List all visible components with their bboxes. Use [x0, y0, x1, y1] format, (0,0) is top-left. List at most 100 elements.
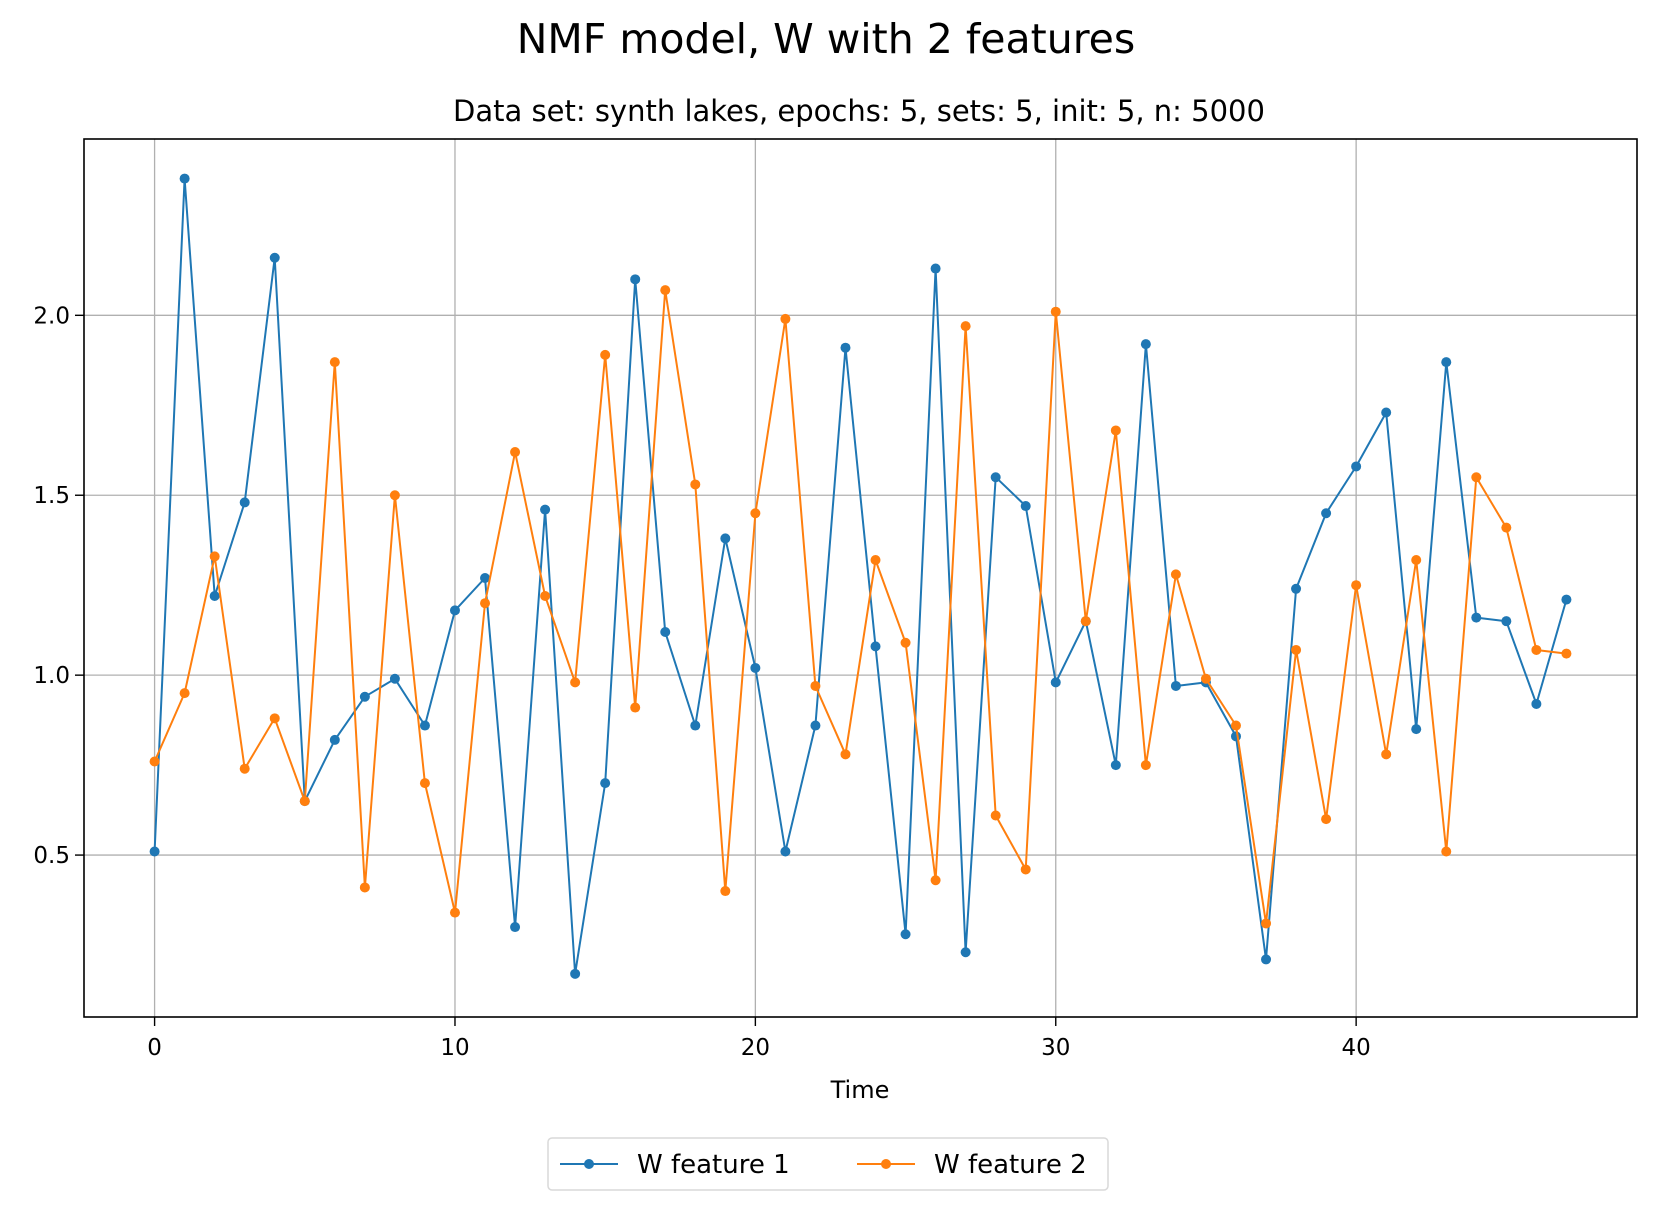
data-point: [960, 947, 971, 958]
series-layer: [149, 173, 1572, 979]
data-point: [690, 720, 701, 731]
data-point: [1471, 612, 1482, 623]
data-point: [510, 922, 521, 933]
data-point: [840, 749, 851, 760]
data-point: [449, 605, 460, 616]
data-point: [1381, 749, 1392, 760]
chart-title: NMF model, W with 2 features: [517, 15, 1135, 63]
series-w-feature-1: [149, 173, 1572, 979]
data-point: [1140, 760, 1151, 771]
data-point: [209, 590, 220, 601]
data-point: [1501, 616, 1512, 627]
data-point: [570, 968, 581, 979]
legend-label-feature-2: W feature 2: [934, 1150, 1087, 1180]
data-point: [870, 555, 881, 566]
data-point: [570, 677, 581, 688]
data-point: [480, 573, 491, 583]
data-point: [930, 263, 941, 274]
data-point: [1441, 846, 1452, 857]
data-point: [930, 875, 941, 886]
data-point: [1261, 918, 1272, 929]
data-point: [209, 551, 220, 562]
data-point: [510, 447, 521, 458]
data-point: [389, 673, 400, 684]
data-point: [1471, 472, 1482, 483]
x-axis-label: Time: [830, 1076, 890, 1104]
data-point: [1381, 407, 1392, 418]
series-w-feature-2: [149, 285, 1572, 929]
y-tick-label: 1.0: [33, 663, 70, 689]
legend-box: [547, 1137, 1109, 1191]
legend: W feature 1 W feature 2: [547, 1137, 1109, 1191]
data-point: [1230, 720, 1241, 731]
data-point: [1080, 616, 1091, 627]
y-tick-label: 2.0: [33, 303, 70, 329]
x-tick-label: 40: [1341, 1035, 1370, 1061]
data-point: [1110, 425, 1121, 436]
data-point: [690, 479, 701, 490]
data-point: [239, 497, 250, 508]
data-point: [870, 641, 881, 652]
data-point: [840, 342, 851, 353]
legend-label-feature-1: W feature 1: [637, 1150, 790, 1180]
x-tick-label: 30: [1041, 1035, 1070, 1061]
axis-ticks: 0 10 20 30 40 0.5 1.0 1.5 2.0: [33, 303, 1370, 1061]
data-point: [660, 626, 671, 637]
data-point: [329, 357, 340, 368]
chart-subtitle: Data set: synth lakes, epochs: 5, sets: …: [453, 94, 1265, 128]
data-point: [1411, 555, 1422, 566]
data-point: [1561, 594, 1572, 605]
data-point: [299, 796, 310, 807]
x-tick-label: 10: [440, 1035, 469, 1061]
data-point: [1170, 569, 1181, 580]
legend-marker-feature-2: [881, 1159, 891, 1169]
data-point: [900, 929, 911, 940]
data-point: [389, 490, 400, 501]
data-point: [900, 637, 911, 648]
data-point: [1441, 357, 1452, 368]
data-point: [449, 907, 460, 918]
data-point: [329, 734, 340, 745]
data-point: [1321, 814, 1332, 825]
data-point: [1561, 648, 1572, 659]
data-point: [660, 285, 671, 296]
data-point: [269, 713, 280, 724]
data-point: [359, 691, 370, 702]
data-point: [720, 886, 731, 897]
data-point: [1351, 580, 1362, 591]
data-point: [600, 349, 611, 360]
data-point: [630, 702, 641, 713]
data-point: [990, 810, 1001, 821]
data-point: [149, 846, 160, 857]
plot-area-frame: [83, 138, 1638, 1018]
data-point: [239, 763, 250, 774]
y-tick-label: 1.5: [33, 483, 70, 509]
data-point: [1351, 461, 1362, 472]
series-line: [153, 177, 1568, 975]
data-point: [750, 508, 761, 519]
data-point: [1020, 864, 1031, 875]
data-point: [269, 252, 280, 263]
data-point: [1531, 698, 1542, 709]
data-point: [630, 274, 641, 285]
grid-lines: [84, 139, 1637, 1017]
data-point: [1050, 677, 1061, 688]
data-point: [1291, 644, 1302, 655]
data-point: [1501, 522, 1512, 533]
data-point: [419, 778, 430, 789]
data-point: [179, 688, 190, 699]
series-line: [153, 289, 1567, 925]
data-point: [419, 720, 430, 731]
y-tick-label: 0.5: [33, 843, 70, 869]
legend-marker-feature-1: [584, 1159, 594, 1169]
data-point: [600, 778, 611, 789]
data-point: [810, 680, 821, 691]
data-point: [720, 533, 731, 544]
data-point: [990, 472, 1001, 483]
data-point: [149, 756, 160, 767]
data-point: [1291, 583, 1302, 594]
data-point: [780, 846, 791, 857]
data-point: [1050, 306, 1061, 317]
